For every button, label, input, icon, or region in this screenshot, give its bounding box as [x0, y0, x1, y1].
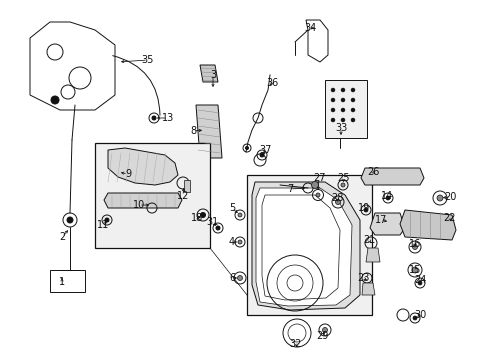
Circle shape — [237, 275, 242, 280]
Text: 29: 29 — [315, 331, 327, 341]
Circle shape — [311, 181, 318, 189]
Text: 6: 6 — [228, 273, 235, 283]
Circle shape — [315, 193, 319, 197]
Circle shape — [340, 88, 345, 92]
Text: 33: 33 — [334, 123, 346, 133]
Circle shape — [350, 118, 354, 122]
Polygon shape — [256, 188, 351, 306]
Circle shape — [350, 88, 354, 92]
Circle shape — [350, 108, 354, 112]
Polygon shape — [30, 22, 115, 110]
Text: 18: 18 — [190, 213, 203, 223]
Circle shape — [340, 183, 345, 187]
Text: 1: 1 — [59, 277, 65, 287]
Circle shape — [340, 98, 345, 102]
Text: 36: 36 — [265, 78, 278, 88]
Text: 19: 19 — [357, 203, 369, 213]
Circle shape — [411, 267, 417, 273]
Text: 14: 14 — [380, 191, 392, 201]
Circle shape — [200, 212, 205, 217]
Text: 27: 27 — [312, 173, 325, 183]
Text: 31: 31 — [205, 217, 218, 227]
Text: 26: 26 — [366, 167, 378, 177]
Bar — [50, 270, 85, 292]
Polygon shape — [196, 105, 222, 158]
Text: 15: 15 — [408, 265, 420, 275]
Text: 7: 7 — [286, 184, 292, 194]
Text: 13: 13 — [162, 113, 174, 123]
Text: 20: 20 — [443, 192, 455, 202]
Polygon shape — [399, 210, 455, 240]
Polygon shape — [108, 148, 178, 185]
Circle shape — [322, 328, 327, 333]
Bar — [325, 80, 366, 138]
Text: 32: 32 — [289, 339, 302, 349]
Circle shape — [350, 98, 354, 102]
Text: 28: 28 — [330, 193, 343, 203]
Text: 24: 24 — [413, 275, 426, 285]
Circle shape — [238, 240, 242, 244]
Circle shape — [340, 108, 345, 112]
Circle shape — [340, 118, 345, 122]
Circle shape — [417, 281, 421, 285]
Text: 34: 34 — [303, 23, 315, 33]
Bar — [246, 175, 371, 315]
Circle shape — [330, 88, 334, 92]
Polygon shape — [361, 283, 374, 295]
Text: 30: 30 — [413, 310, 425, 320]
Text: 4: 4 — [228, 237, 235, 247]
Text: 9: 9 — [124, 169, 131, 179]
Bar — [95, 143, 209, 248]
Circle shape — [335, 199, 340, 204]
Circle shape — [238, 213, 242, 217]
Circle shape — [152, 116, 156, 120]
Polygon shape — [305, 20, 327, 62]
Circle shape — [436, 195, 442, 201]
Circle shape — [330, 108, 334, 112]
Circle shape — [105, 218, 109, 222]
Text: 37: 37 — [259, 145, 272, 155]
Circle shape — [67, 217, 73, 223]
Text: 8: 8 — [189, 126, 196, 136]
Circle shape — [330, 118, 334, 122]
Text: 12: 12 — [177, 191, 189, 201]
Circle shape — [412, 244, 417, 249]
Polygon shape — [200, 65, 218, 82]
Text: 21: 21 — [362, 235, 374, 245]
Circle shape — [260, 153, 264, 157]
Text: 16: 16 — [408, 239, 420, 249]
Polygon shape — [369, 213, 404, 235]
Circle shape — [216, 226, 220, 230]
Text: 25: 25 — [337, 173, 349, 183]
Text: 23: 23 — [356, 273, 368, 283]
Polygon shape — [104, 193, 182, 208]
Polygon shape — [360, 168, 423, 185]
Polygon shape — [251, 182, 359, 310]
Text: 17: 17 — [374, 215, 386, 225]
Circle shape — [51, 96, 59, 104]
Text: 22: 22 — [443, 213, 455, 223]
Text: 5: 5 — [228, 203, 235, 213]
Text: 2: 2 — [59, 232, 65, 242]
Circle shape — [412, 316, 416, 320]
Text: 3: 3 — [209, 70, 216, 80]
Text: 10: 10 — [133, 200, 145, 210]
Text: 35: 35 — [142, 55, 154, 65]
Polygon shape — [365, 248, 379, 262]
Circle shape — [330, 98, 334, 102]
Circle shape — [385, 196, 389, 200]
Circle shape — [245, 147, 248, 149]
Bar — [183, 180, 190, 192]
Text: 11: 11 — [97, 220, 109, 230]
Circle shape — [363, 208, 367, 212]
